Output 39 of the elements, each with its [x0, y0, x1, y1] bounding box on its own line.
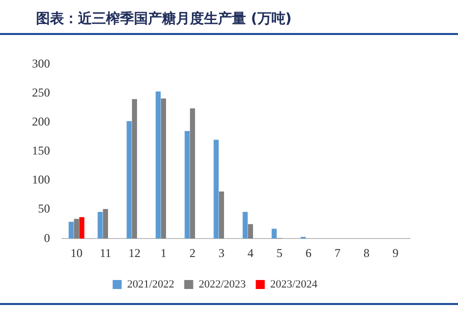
y-tick-label: 150 — [32, 144, 50, 158]
x-tick-label: 9 — [392, 246, 398, 260]
bar — [272, 228, 277, 239]
x-tick-label: 6 — [306, 246, 312, 260]
y-tick-label: 0 — [44, 230, 50, 245]
bar — [156, 92, 161, 239]
legend-label: 2023/2024 — [270, 278, 318, 290]
bar — [242, 212, 248, 239]
y-tick-label: 50 — [38, 202, 50, 216]
bar — [218, 192, 224, 239]
y-tick-label: 100 — [32, 172, 50, 187]
x-tick-label: 11 — [100, 246, 112, 260]
y-tick-label: 200 — [32, 114, 50, 128]
x-tick-label: 7 — [334, 246, 340, 260]
bar — [126, 121, 132, 239]
bar — [160, 98, 166, 239]
bar — [248, 224, 254, 239]
bar — [102, 208, 108, 239]
bar — [132, 99, 138, 239]
y-tick-label: 250 — [32, 85, 50, 100]
bar — [98, 212, 103, 239]
x-tick-label: 5 — [276, 246, 282, 260]
bar — [184, 131, 190, 239]
legend-label: 2021/2022 — [127, 278, 174, 290]
x-tick-label: 3 — [218, 246, 224, 260]
y-tick-label: 300 — [32, 56, 50, 70]
bar — [214, 140, 219, 239]
x-tick-label: 8 — [364, 246, 370, 260]
x-tick-label: 1 — [160, 246, 166, 260]
x-tick-label: 12 — [128, 246, 140, 260]
legend-label: 2022/2023 — [198, 278, 246, 290]
bar — [190, 108, 196, 239]
x-tick-label: 4 — [248, 246, 254, 260]
bar — [68, 222, 74, 239]
chart-title: 图表：近三榨季国产糖月度生产量 (万吨) — [36, 10, 292, 28]
bar — [74, 218, 80, 239]
bar — [79, 217, 84, 239]
x-tick-label: 10 — [70, 246, 82, 260]
x-tick-label: 2 — [190, 246, 196, 260]
